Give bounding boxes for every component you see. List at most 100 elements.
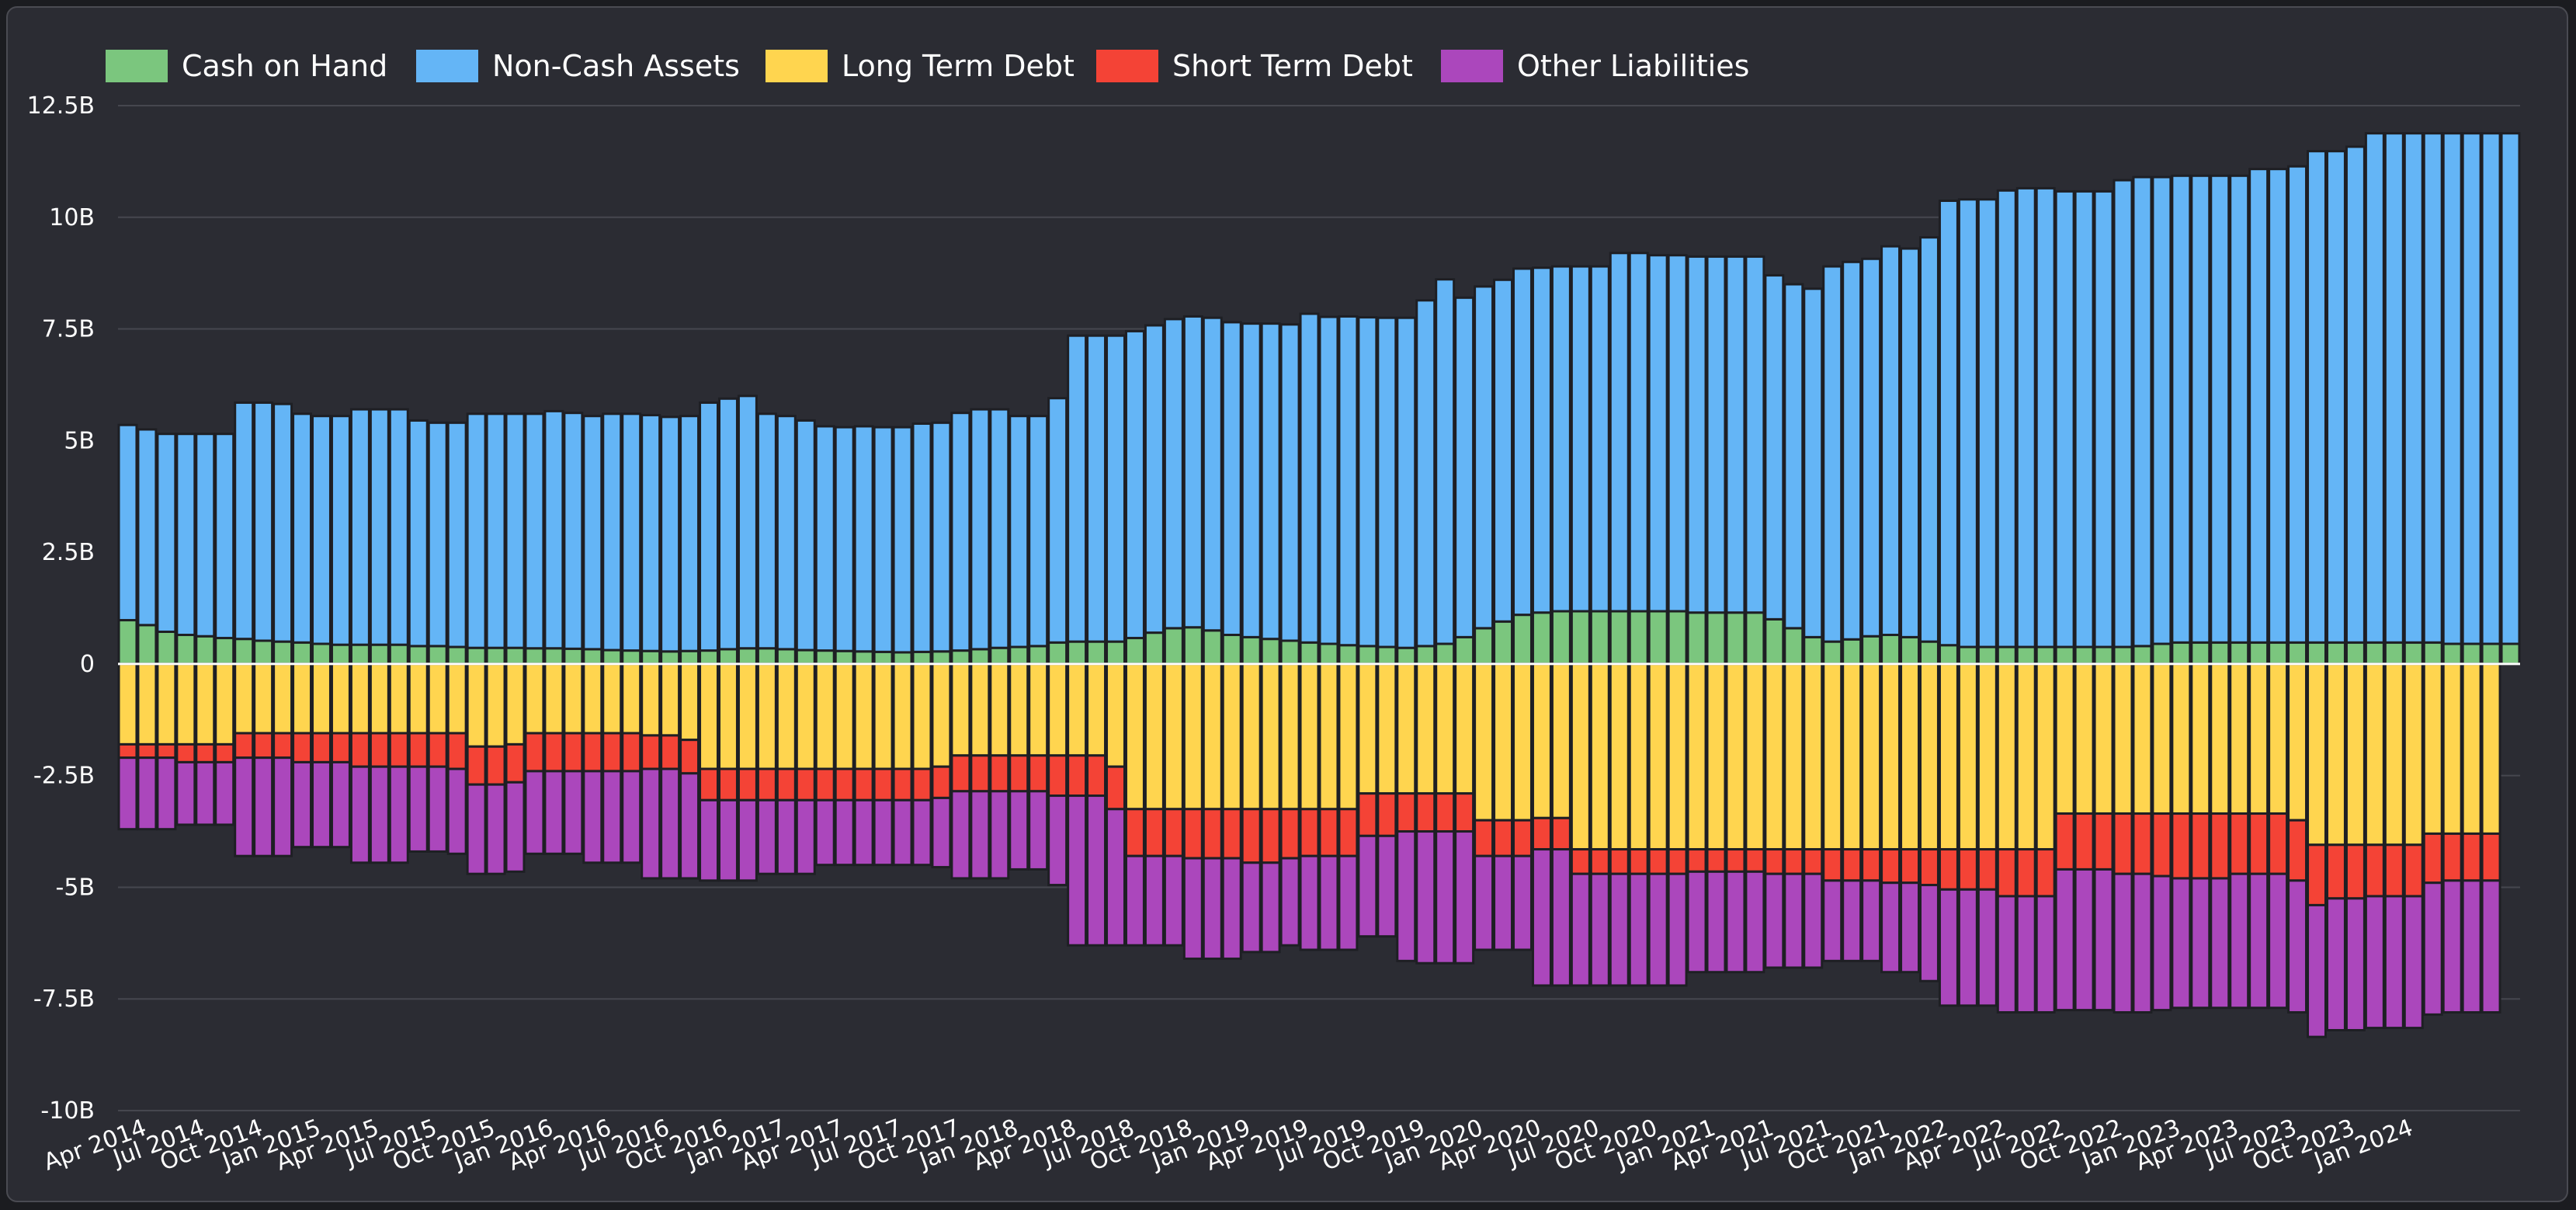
bar-std[interactable]	[776, 767, 797, 801]
bar-cash[interactable]	[156, 630, 177, 666]
bar-other[interactable]	[117, 756, 138, 831]
bar-other[interactable]	[1396, 830, 1417, 962]
bar-ltd[interactable]	[563, 662, 584, 735]
bar-cash[interactable]	[1550, 610, 1571, 666]
bar-std[interactable]	[117, 742, 138, 760]
bar-ltd[interactable]	[1493, 662, 1514, 822]
bar-cash[interactable]	[1086, 640, 1107, 666]
bar-noncash[interactable]	[1028, 415, 1049, 648]
bar-noncash[interactable]	[892, 426, 913, 654]
bar-noncash[interactable]	[1628, 252, 1649, 613]
bar-ltd[interactable]	[2015, 662, 2036, 851]
bar-ltd[interactable]	[1260, 662, 1281, 811]
bar-other[interactable]	[2190, 877, 2211, 1010]
bar-std[interactable]	[330, 732, 351, 763]
bar-ltd[interactable]	[253, 662, 274, 735]
bar-other[interactable]	[1725, 870, 1746, 974]
bar-other[interactable]	[892, 798, 913, 867]
bar-noncash[interactable]	[2481, 132, 2501, 645]
bar-cash[interactable]	[1357, 645, 1378, 666]
bar-noncash[interactable]	[989, 408, 1010, 649]
bar-std[interactable]	[989, 754, 1010, 793]
bar-noncash[interactable]	[1977, 198, 1998, 648]
bar-other[interactable]	[1609, 872, 1630, 987]
bar-std[interactable]	[2307, 843, 2327, 906]
bar-ltd[interactable]	[1667, 662, 1688, 851]
bar-other[interactable]	[175, 760, 196, 826]
bar-cash[interactable]	[2364, 641, 2385, 666]
bar-std[interactable]	[1977, 848, 1998, 891]
bar-other[interactable]	[2035, 895, 2056, 1014]
bar-noncash[interactable]	[931, 421, 952, 653]
bar-ltd[interactable]	[1609, 662, 1630, 851]
bar-std[interactable]	[485, 745, 506, 786]
bar-ltd[interactable]	[989, 662, 1010, 757]
bar-cash[interactable]	[1493, 620, 1514, 666]
bar-other[interactable]	[2383, 895, 2404, 1030]
bar-ltd[interactable]	[2248, 662, 2269, 815]
bar-cash[interactable]	[195, 635, 216, 666]
bar-std[interactable]	[641, 734, 661, 770]
bar-noncash[interactable]	[660, 416, 681, 653]
bar-noncash[interactable]	[563, 412, 584, 650]
bar-cash[interactable]	[1435, 642, 1456, 666]
bar-ltd[interactable]	[776, 662, 797, 770]
bar-ltd[interactable]	[485, 662, 506, 748]
bar-ltd[interactable]	[2345, 662, 2366, 847]
bar-noncash[interactable]	[543, 409, 564, 650]
bar-ltd[interactable]	[1318, 662, 1339, 811]
bar-cash[interactable]	[2229, 641, 2250, 666]
bar-ltd[interactable]	[2422, 662, 2443, 835]
bar-ltd[interactable]	[1647, 662, 1668, 851]
legend-item-noncash[interactable]: Non-Cash Assets	[416, 49, 740, 83]
bar-noncash[interactable]	[1725, 255, 1746, 614]
bar-ltd[interactable]	[1570, 662, 1591, 851]
bar-cash[interactable]	[641, 649, 661, 666]
bar-cash[interactable]	[2422, 641, 2443, 666]
bar-other[interactable]	[1957, 888, 1978, 1007]
bar-noncash[interactable]	[2132, 176, 2153, 648]
bar-noncash[interactable]	[679, 415, 700, 652]
bar-ltd[interactable]	[602, 662, 623, 735]
bar-cash[interactable]	[408, 645, 429, 666]
bar-noncash[interactable]	[2268, 168, 2289, 644]
bar-std[interactable]	[1861, 848, 1882, 882]
bar-noncash[interactable]	[911, 422, 932, 653]
bar-other[interactable]	[427, 765, 448, 853]
bar-cash[interactable]	[1415, 645, 1436, 666]
bar-std[interactable]	[2345, 843, 2366, 900]
bar-std[interactable]	[1531, 816, 1552, 851]
bar-other[interactable]	[1647, 872, 1668, 987]
legend-item-cash[interactable]: Cash on Hand	[106, 49, 387, 83]
bar-noncash[interactable]	[1454, 296, 1475, 638]
bar-cash[interactable]	[1957, 645, 1978, 666]
bar-noncash[interactable]	[1009, 415, 1029, 648]
bar-cash[interactable]	[2442, 642, 2463, 666]
bar-std[interactable]	[1377, 792, 1397, 837]
bar-noncash[interactable]	[582, 415, 603, 651]
bar-other[interactable]	[292, 760, 313, 849]
bar-other[interactable]	[717, 798, 738, 882]
bar-other[interactable]	[2015, 895, 2036, 1014]
bar-noncash[interactable]	[524, 412, 545, 650]
bar-ltd[interactable]	[1396, 662, 1417, 795]
legend-item-ltd[interactable]: Long Term Debt	[766, 49, 1074, 83]
bar-noncash[interactable]	[1396, 316, 1417, 649]
bar-other[interactable]	[1512, 854, 1533, 951]
bar-std[interactable]	[1338, 808, 1359, 857]
bar-cash[interactable]	[2500, 642, 2521, 666]
bar-ltd[interactable]	[1861, 662, 1882, 851]
bar-ltd[interactable]	[234, 662, 255, 735]
bar-other[interactable]	[1202, 857, 1223, 960]
bar-noncash[interactable]	[2287, 165, 2308, 644]
bar-ltd[interactable]	[156, 662, 177, 746]
bar-std[interactable]	[814, 767, 835, 801]
bar-noncash[interactable]	[1918, 236, 1939, 643]
bar-ltd[interactable]	[2210, 662, 2231, 815]
bar-noncash[interactable]	[349, 408, 370, 646]
bar-other[interactable]	[1783, 872, 1804, 969]
bar-std[interactable]	[1144, 808, 1165, 857]
bar-std[interactable]	[1396, 792, 1417, 833]
bar-noncash[interactable]	[1357, 316, 1378, 648]
bar-other[interactable]	[388, 765, 409, 864]
